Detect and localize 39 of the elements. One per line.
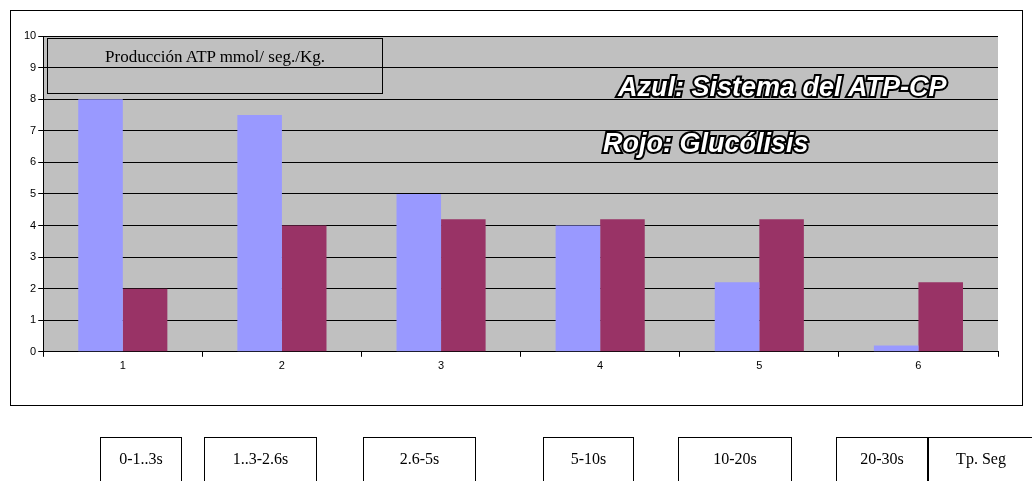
y-tick-label: 0 [30, 344, 37, 357]
bar [918, 282, 963, 352]
x-tick-label: 3 [437, 359, 445, 372]
bar [122, 288, 168, 352]
y-tick-label: 2 [30, 281, 37, 294]
text: 5-10s [543, 437, 634, 481]
annotation: Rojo: Glucólisis [603, 128, 809, 159]
bar [237, 114, 282, 352]
bar [873, 345, 919, 352]
y-tick-label: 7 [30, 123, 37, 136]
y-tick-label: 5 [30, 186, 37, 199]
x-tick-label: 2 [278, 359, 285, 372]
x-tick-label: 4 [597, 359, 604, 372]
bar [600, 219, 645, 352]
bar [78, 99, 123, 352]
bar [441, 219, 486, 352]
annotation: Azul: Sistema del ATP-CP [618, 72, 947, 103]
bar [555, 225, 601, 352]
y-tick-label: 8 [30, 92, 37, 105]
bar [396, 193, 442, 352]
text: Producción ATP mmol/ seg./Kg. [47, 38, 383, 94]
bar [281, 225, 327, 352]
text: 10-20s [678, 437, 792, 481]
bar [759, 219, 804, 352]
text: 0-1..3s [100, 437, 182, 481]
bar [714, 282, 760, 352]
y-tick-label: 1 [30, 313, 37, 326]
text: 20-30s [836, 437, 928, 481]
text: 2.6-5s [363, 437, 476, 481]
x-tick-label: 5 [756, 359, 763, 372]
x-tick-label: 6 [915, 359, 922, 372]
y-tick-label: 9 [30, 60, 37, 73]
text: 1..3-2.6s [204, 437, 317, 481]
y-tick-label: 6 [30, 155, 37, 168]
y-tick-label: 10 [23, 29, 37, 42]
y-tick-label: 4 [30, 218, 37, 231]
x-tick-label: 1 [119, 359, 126, 372]
y-tick-label: 3 [30, 250, 37, 263]
text: Tp. Seg [928, 437, 1032, 481]
